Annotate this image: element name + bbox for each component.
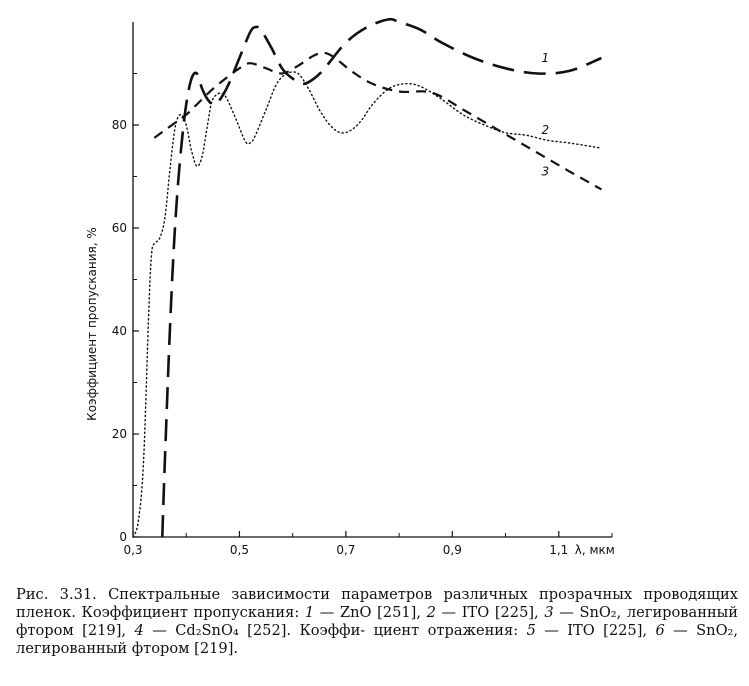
series-line-3 [153, 51, 602, 191]
x-tick-label: 0,3 [123, 543, 142, 557]
x-axis-label: λ, мкм [575, 543, 615, 557]
y-tick-label: 0 [119, 530, 127, 544]
chart-axes [132, 22, 612, 538]
transmission-chart: 0,3 0,5 0,7 0,9 1,1 0 20 40 60 80 1 2 3 λ, мкм Коэ… [85, 17, 615, 557]
caption-item-2-number: 2 [426, 604, 436, 621]
x-axis-ticks: 0,3 0,5 0,7 0,9 1,1 [123, 531, 613, 557]
x-tick-label: 1,1 [549, 543, 568, 557]
series-annotations: 1 2 3 [541, 51, 549, 178]
y-tick-label: 80 [112, 118, 127, 132]
y-tick-label: 40 [112, 324, 127, 338]
caption-line-1: Рис. 3.31. Спектральные зависимости пара… [16, 586, 633, 603]
series-line-1 [161, 17, 602, 538]
caption-line-2: проводящих пленок. Коэффициент пропускан… [16, 586, 738, 621]
series-annotation-1: 1 [541, 51, 549, 65]
series-annotation-3: 3 [541, 164, 549, 178]
caption-item-6-text: — SnO₂, легированный фтором [219]. [16, 622, 739, 657]
caption-item-4-number: 4 [134, 622, 144, 639]
caption-item-5-number: 5 [526, 622, 536, 639]
series-layer [132, 17, 603, 538]
caption-item-6-number: 6 [655, 622, 665, 639]
caption-item-1-text: — ZnO [251], [314, 604, 421, 621]
x-tick-label: 0,7 [336, 543, 355, 557]
caption-item-3-text: — SnO₂, легированный фтором [219], [16, 604, 739, 639]
y-axis-ticks: 0 20 40 60 80 [112, 73, 139, 544]
series-line-2 [132, 71, 603, 538]
caption-line-3-start: [225], [494, 604, 539, 621]
caption-item-3-number: 3 [544, 604, 554, 621]
figure-caption: Рис. 3.31. Спектральные зависимости пара… [16, 586, 738, 658]
series-annotation-2: 2 [541, 123, 549, 137]
caption-item-5-text: — ITO [225], [535, 622, 648, 639]
caption-item-4-text: — Cd₂SnO₄ [252]. Коэффи- [143, 622, 366, 639]
x-tick-label: 0,5 [230, 543, 249, 557]
caption-item-1-number: 1 [304, 604, 315, 621]
y-tick-label: 60 [112, 221, 127, 235]
caption-item-2-text: — ITO [435, 604, 490, 621]
y-axis-label: Коэффициент пропускания, % [85, 227, 99, 421]
caption-line-4-start: циент отражения: [373, 622, 519, 639]
y-tick-label: 20 [112, 427, 127, 441]
x-tick-label: 0,9 [443, 543, 462, 557]
